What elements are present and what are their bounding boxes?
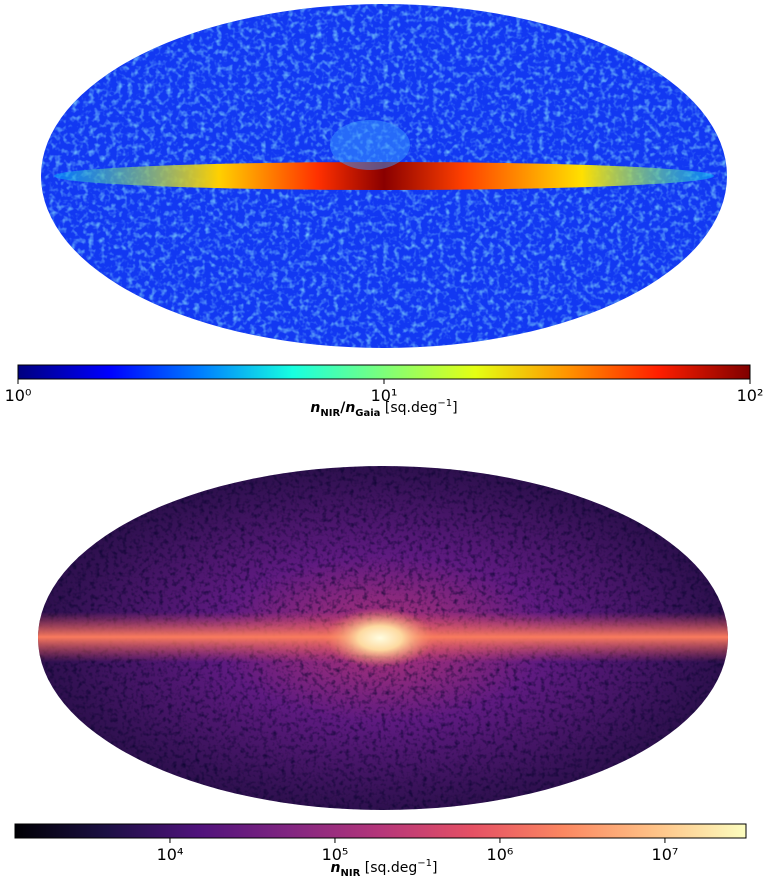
label-part: n <box>331 860 341 876</box>
colorbar-label: nNIR [sq.deg−1] <box>331 858 438 877</box>
label-part: / <box>340 400 346 416</box>
tick-label: 10⁵ <box>322 845 349 864</box>
sky-map-ratio <box>41 4 727 348</box>
tick-label: 10⁶ <box>487 845 514 864</box>
sky-map-counts <box>38 466 728 810</box>
label-part: n <box>310 400 320 416</box>
tick-label: 10⁷ <box>652 845 679 864</box>
label-part: ] <box>432 860 437 876</box>
colorbar-fill <box>17 364 751 380</box>
tick-label: 10¹ <box>371 386 398 405</box>
label-part: ] <box>452 400 457 416</box>
colorbar-ratio: nNIR/nGaia [sq.deg−1] 10⁰ 10¹ 10² <box>5 364 764 419</box>
label-part: −1 <box>417 858 432 869</box>
label-part: [sq.deg <box>360 860 417 876</box>
label-part: −1 <box>437 398 452 409</box>
colorbar-counts: nNIR [sq.deg−1] 10⁴ 10⁵ 10⁶ 10⁷ <box>14 823 747 879</box>
colorbar-fill <box>14 823 747 839</box>
label-part: n <box>345 400 355 416</box>
tick-label: 10⁰ <box>5 386 32 405</box>
label-part: Gaia <box>355 408 380 419</box>
label-part: [sq.deg <box>380 400 437 416</box>
colorbar-label: nNIR/nGaia [sq.deg−1] <box>310 398 457 419</box>
label-part: NIR <box>320 408 340 419</box>
label-part: NIR <box>341 868 361 877</box>
tick-label: 10⁴ <box>157 845 184 864</box>
tick-label: 10² <box>737 386 764 405</box>
